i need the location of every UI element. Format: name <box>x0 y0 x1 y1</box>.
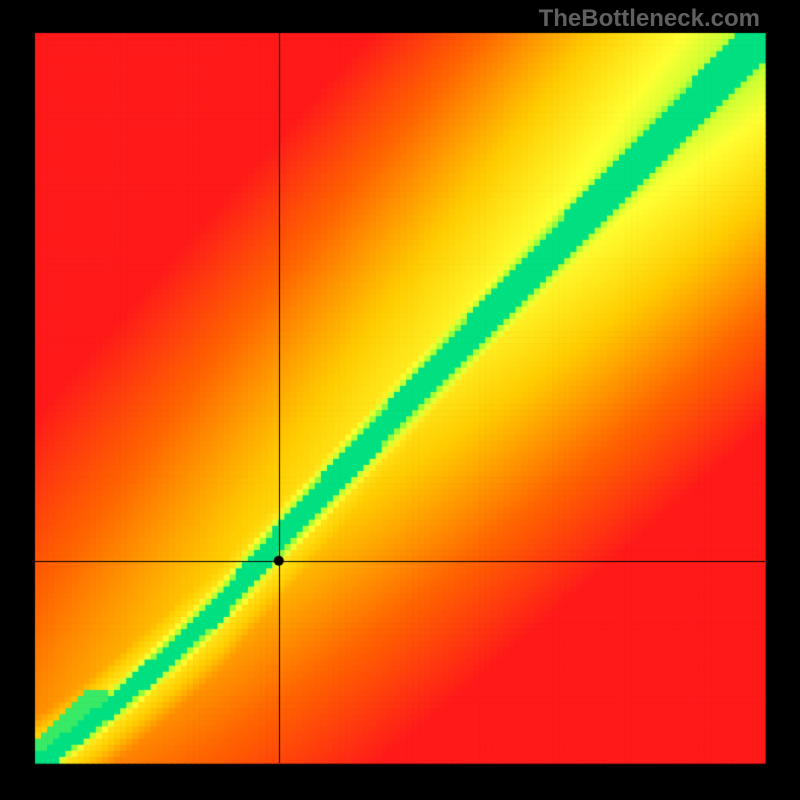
watermark-text: TheBottleneck.com <box>539 5 760 33</box>
bottleneck-heatmap <box>0 0 800 800</box>
chart-container: TheBottleneck.com <box>0 0 800 800</box>
